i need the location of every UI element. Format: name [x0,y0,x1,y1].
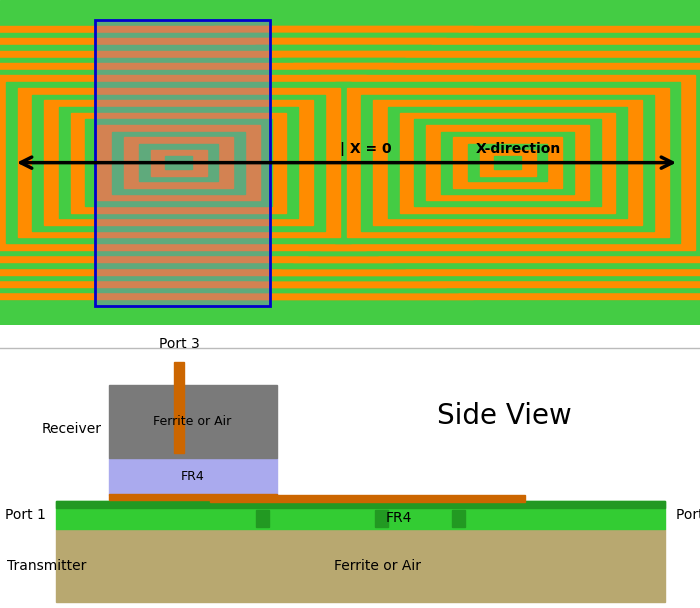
Bar [0,58,405,268]
Bar [71,112,286,213]
Bar [124,137,233,188]
Bar [281,58,700,268]
Bar [335,82,680,243]
Bar [150,150,206,176]
Text: FR4: FR4 [386,511,412,525]
Text: Ferrite or Air: Ferrite or Air [153,415,232,428]
Bar [85,119,272,206]
Bar [108,494,276,500]
Bar [18,88,340,238]
Text: Port 3: Port 3 [159,337,200,351]
Bar [373,100,642,225]
Bar [214,26,700,299]
Bar [56,500,665,529]
Bar [346,88,668,238]
Bar [6,82,351,243]
Bar [308,70,700,255]
Bar [228,33,700,292]
Bar [453,137,562,188]
Bar [426,125,589,201]
Bar [320,75,695,250]
Text: FR4: FR4 [181,470,204,483]
Bar [165,156,192,169]
Bar [108,458,276,495]
Bar [375,511,388,527]
Bar [0,145,700,152]
Bar [0,45,431,280]
Text: Port 2: Port 2 [676,508,700,522]
Bar [0,38,446,287]
Bar [267,50,700,275]
Bar [293,63,700,262]
Bar [0,50,419,275]
Bar [59,107,298,218]
Bar [361,95,654,230]
Text: Port 1: Port 1 [5,508,46,522]
Bar [44,100,313,225]
Bar [441,132,574,193]
Bar [108,385,276,458]
Text: | X = 0: | X = 0 [340,142,391,156]
Bar [174,362,184,452]
Bar [56,500,665,508]
Bar [139,144,218,181]
Bar [388,107,627,218]
Bar [0,75,366,250]
Bar [256,511,269,527]
Bar [210,495,525,502]
Bar [0,173,700,181]
Bar [32,95,325,230]
Bar [414,119,601,206]
Bar [112,132,245,193]
Bar [56,529,665,603]
Bar [0,63,393,262]
Text: Ferrite or Air: Ferrite or Air [335,559,421,573]
Bar [97,125,260,201]
Bar [0,70,378,255]
Text: X-direction: X-direction [475,142,561,156]
Bar [240,38,700,287]
Text: Receiver: Receiver [41,422,102,436]
Bar [452,511,465,527]
Bar [494,156,521,169]
Bar [468,144,547,181]
Bar [255,45,700,280]
Bar [400,112,615,213]
Text: Transmitter: Transmitter [7,559,86,573]
Bar [480,150,536,176]
Bar [0,26,473,299]
Bar [0,33,458,292]
Text: Side View: Side View [437,402,571,430]
Bar [94,19,270,306]
